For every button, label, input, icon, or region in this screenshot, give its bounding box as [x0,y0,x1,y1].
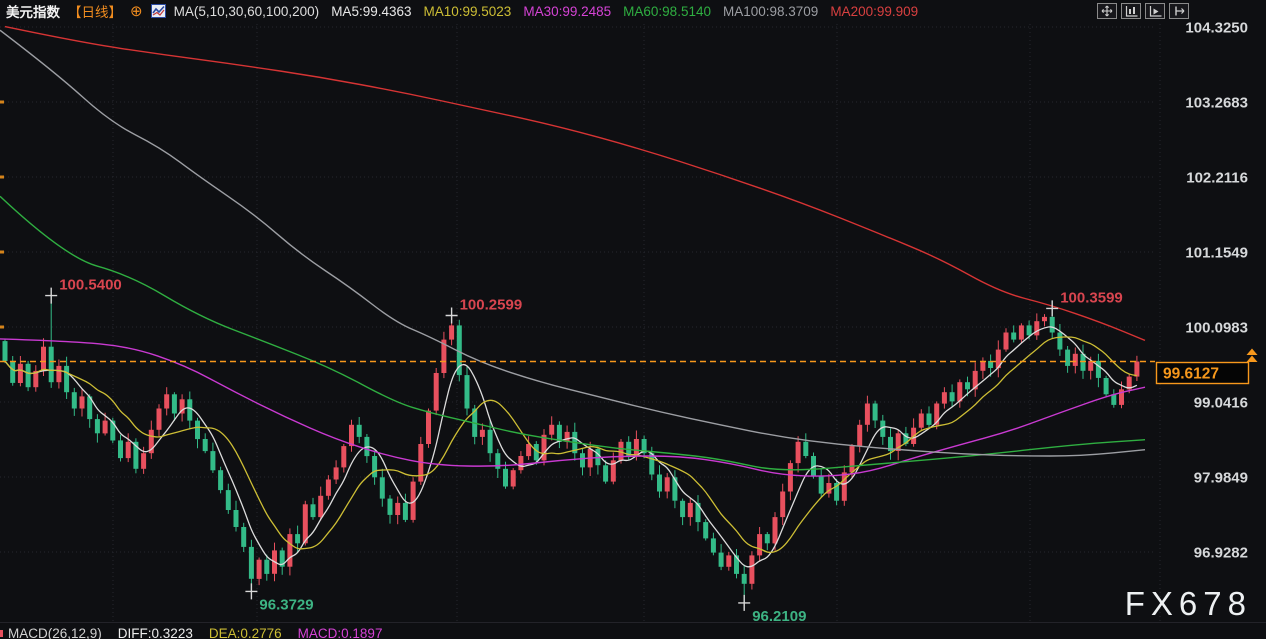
svg-text:101.1549: 101.1549 [1185,245,1248,262]
ma-line-ma30 [0,338,1146,477]
sub-indicator-icon [1148,5,1162,17]
macd-dea-value: DEA:0.2776 [208,626,282,639]
pan-icon [1100,5,1114,17]
detach-window-icon [1172,5,1186,17]
svg-text:96.9282: 96.9282 [1194,545,1248,562]
svg-text:102.2116: 102.2116 [1186,170,1248,187]
extreme-cross-icon [738,594,751,611]
ma-value-label: MA30:99.2485 [523,3,612,19]
svg-text:97.9849: 97.9849 [1194,470,1248,487]
chart-toolbar [1097,3,1189,19]
extreme-price-label: 96.3729 [259,596,313,613]
period-label[interactable]: 【日线】 [68,5,122,20]
extreme-cross-icon [445,307,458,324]
svg-text:99.6127: 99.6127 [1163,366,1219,383]
ma-values-row: MA5:99.4363 MA10:99.5023 MA30:99.2485 MA60:… [331,4,918,19]
ma-value-label: MA60:98.5140 [623,3,711,19]
ma-line-ma5 [4,326,1138,568]
sub-indicator-button[interactable] [1145,3,1165,19]
price-up-arrow-icon [1246,348,1258,362]
ma-value-label: MA5:99.4363 [331,3,412,19]
ma-value-label: MA200:99.909 [830,3,919,19]
watermark: FX678 [1124,585,1252,622]
ma-line-ma100 [0,29,1146,457]
svg-text:99.0416: 99.0416 [1194,395,1248,412]
main-indicator-button[interactable] [1121,3,1141,19]
macd-settings-label[interactable]: MACD(26,12,9) [8,626,102,639]
extreme-price-label: 96.2109 [752,608,806,625]
extreme-price-label: 100.3599 [1060,289,1123,306]
chart-header: 美元指数 【日线】 ⊕ MA(5,10,30,60,100,200) MA5:9… [6,0,918,22]
symbol-name: 美元指数 [6,5,60,20]
svg-text:104.3250: 104.3250 [1185,20,1248,37]
detach-window-button[interactable] [1169,3,1189,19]
svg-text:103.2683: 103.2683 [1185,95,1248,112]
chart-logo-icon [150,4,166,18]
ma-line-ma10 [4,336,1138,554]
ma-value-label: MA100:98.3709 [722,3,819,19]
extreme-cross-icon [245,583,258,600]
y-gridlines-and-labels: 104.3250 103.2683 102.2116 101.1549 100.0983… [0,20,1248,562]
extreme-cross-icon [1046,300,1059,317]
main-indicator-icon [1124,5,1138,17]
ma-line-ma60 [0,195,1146,471]
ma-settings-label[interactable]: MA(5,10,30,60,100,200) [173,3,320,19]
macd-macd-value: MACD:0.1897 [297,626,383,639]
extreme-price-label: 100.5400 [59,277,122,294]
svg-text:100.0983: 100.0983 [1185,320,1248,337]
candles-layer [2,295,1140,603]
current-price-marker: 99.6127 [0,348,1258,385]
macd-diff-value: DIFF:0.3223 [117,626,193,639]
extreme-price-label: 100.2599 [460,297,523,314]
macd-indicator-header: MACD(26,12,9) DIFF:0.3223 DEA:0.2776 MAC… [8,626,382,639]
extreme-cross-icon [45,287,58,304]
ma-line-ma200 [4,25,1146,342]
x-gridlines [112,24,1161,622]
pan-tool-button[interactable] [1097,3,1117,19]
annotations-layer: 100.5400 100.2599 100.3599 96.3729 96.2109 [45,277,1123,625]
ma-value-label: MA10:99.5023 [423,3,512,19]
expand-icon[interactable]: ⊕ [130,2,143,20]
ma-lines-layer [0,25,1146,568]
current-price-tag [1155,361,1250,385]
